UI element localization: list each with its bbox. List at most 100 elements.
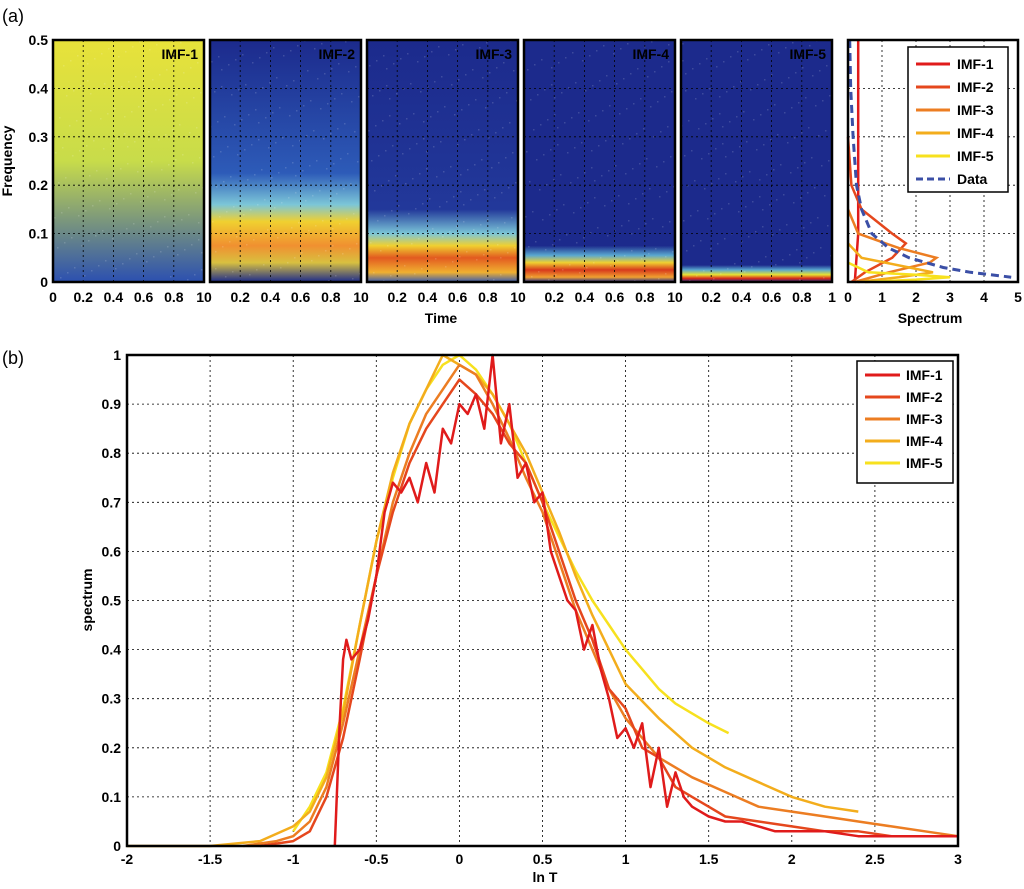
- speckle: [383, 55, 385, 57]
- speckle: [806, 257, 808, 259]
- speckle: [796, 249, 798, 251]
- speckle: [386, 68, 388, 70]
- speckle: [175, 159, 177, 161]
- speckle: [130, 193, 132, 195]
- a-ylabel: Frequency: [0, 125, 15, 196]
- speckle: [258, 139, 260, 141]
- speckle: [749, 171, 751, 173]
- speckle: [346, 218, 348, 220]
- speckle: [569, 264, 571, 266]
- speckle: [183, 72, 185, 74]
- speckle: [744, 271, 746, 273]
- speckle: [556, 209, 558, 211]
- speckle: [311, 260, 313, 262]
- speckle: [249, 274, 251, 276]
- spectrogram-fill: [681, 40, 832, 282]
- speckle: [502, 127, 504, 129]
- speckle: [122, 263, 124, 265]
- speckle: [642, 193, 644, 195]
- speckle: [811, 157, 813, 159]
- spectrum-xtick-label: 4: [980, 289, 988, 305]
- b-ytick-label: 0: [113, 838, 121, 854]
- speckle: [511, 217, 513, 219]
- speckle: [222, 246, 224, 248]
- speckle: [624, 255, 626, 257]
- speckle: [455, 49, 457, 51]
- speckle: [761, 49, 763, 51]
- speckle: [355, 66, 357, 68]
- speckle: [819, 70, 821, 72]
- speckle: [124, 116, 126, 118]
- speckle: [529, 181, 531, 183]
- speckle: [538, 271, 540, 273]
- speckle: [813, 252, 815, 254]
- speckle: [829, 95, 831, 97]
- speckle: [565, 57, 567, 59]
- speckle: [621, 225, 623, 227]
- speckle: [69, 125, 71, 127]
- speckle: [694, 180, 696, 182]
- speckle: [603, 45, 605, 47]
- speckle: [97, 88, 99, 90]
- speckle: [553, 179, 555, 181]
- speckle: [195, 192, 197, 194]
- speckle: [410, 83, 412, 85]
- speckle: [308, 230, 310, 232]
- series-imf-3: [243, 363, 959, 848]
- speckle: [73, 90, 75, 92]
- spectrogram-imf-3: IMF-3 10 0.2 0.4 0.6 0.8: [353, 38, 520, 305]
- speckle: [194, 274, 196, 276]
- b-xtick-label: -0.5: [364, 851, 388, 867]
- speckle: [528, 246, 530, 248]
- speckle: [310, 100, 312, 102]
- speckle: [188, 214, 190, 216]
- speckle: [661, 66, 663, 68]
- speckle: [90, 93, 92, 95]
- speckle: [171, 194, 173, 196]
- speckle: [223, 181, 225, 183]
- speckle: [144, 166, 146, 168]
- speckle: [219, 216, 221, 218]
- speckle: [90, 110, 92, 112]
- a-ytick-label: 0.1: [29, 226, 49, 242]
- speckle: [543, 154, 545, 156]
- speckle: [376, 60, 378, 62]
- speckle: [705, 123, 707, 125]
- speckle: [349, 248, 351, 250]
- speckle: [654, 71, 656, 73]
- speckle: [466, 251, 468, 253]
- speckle: [173, 64, 175, 66]
- speckle: [800, 197, 802, 199]
- spectrum-legend: IMF-1 IMF-2 IMF-3 IMF-4 IMF-5 Data: [907, 46, 1009, 193]
- speckle: [504, 222, 506, 224]
- speckle: [596, 50, 598, 52]
- speckle: [485, 107, 487, 109]
- speckle: [269, 82, 271, 84]
- speckle: [191, 244, 193, 246]
- speckle: [600, 257, 602, 259]
- speckle: [821, 165, 823, 167]
- speckle: [555, 274, 557, 276]
- speckle: [384, 215, 386, 217]
- speckle: [160, 251, 162, 253]
- speckle: [387, 245, 389, 247]
- speckle: [683, 220, 685, 222]
- speckle: [88, 240, 90, 242]
- speckle: [627, 43, 629, 45]
- speckle: [246, 244, 248, 246]
- speckle: [568, 87, 570, 89]
- speckle: [609, 105, 611, 107]
- speckle: [350, 183, 352, 185]
- speckle: [333, 163, 335, 165]
- speckle: [133, 223, 135, 225]
- speckle: [578, 112, 580, 114]
- speckle: [422, 203, 424, 205]
- speckle: [669, 221, 671, 223]
- speckle: [167, 246, 169, 248]
- speckle: [662, 226, 664, 228]
- speckle: [574, 147, 576, 149]
- a-xtick-label: 10: [196, 289, 212, 305]
- speckle: [737, 51, 739, 53]
- speckle: [55, 152, 57, 154]
- speckle: [108, 48, 110, 50]
